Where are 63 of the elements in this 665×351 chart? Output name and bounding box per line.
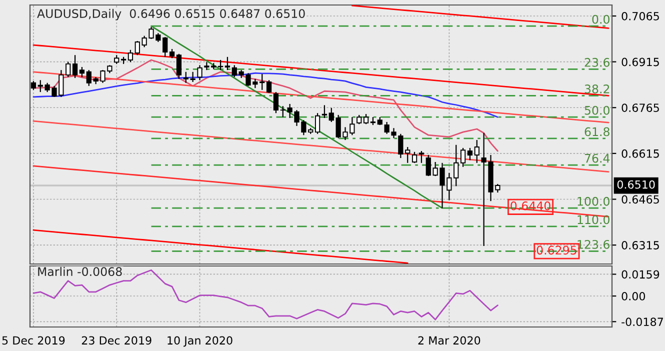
- y-tick-label: 0.6615: [622, 149, 659, 158]
- candlestick: [183, 71, 188, 84]
- candlestick: [260, 73, 265, 90]
- annotation: 38.2: [584, 84, 610, 94]
- y-tick-label: 0.6765: [622, 104, 659, 112]
- annotation: 0.6295: [536, 246, 576, 255]
- candlestick: [190, 71, 196, 83]
- y-tick-label: 0.6465: [622, 195, 659, 204]
- candlestick: [79, 66, 85, 78]
- y-tick-label: 0.6915: [622, 58, 659, 66]
- candlestick: [128, 49, 134, 63]
- candlestick: [405, 146, 410, 164]
- y-tick-label: 0.0159: [622, 270, 660, 279]
- annotation: 0.0: [592, 14, 610, 24]
- candlestick: [169, 48, 175, 59]
- candlestick: [412, 151, 418, 164]
- candlestick: [356, 114, 362, 125]
- candlestick: [328, 107, 334, 123]
- candlestick: [467, 147, 473, 161]
- annotation: 110.0: [578, 215, 610, 224]
- line-series: [150, 25, 443, 209]
- candlestick: [162, 36, 168, 58]
- candlestick: [176, 53, 182, 80]
- annotation: 100.0: [578, 196, 610, 206]
- candlestick: [266, 80, 272, 94]
- candlestick: [197, 64, 202, 81]
- candlestick: [224, 56, 230, 71]
- y-tick-label: 0.6315: [622, 241, 659, 250]
- candlestick: [66, 61, 71, 78]
- x-tick-label: 2 Mar 2020: [418, 336, 480, 345]
- candlestick: [454, 144, 459, 187]
- candlestick: [218, 59, 224, 71]
- candlestick: [363, 113, 369, 125]
- annotation: 23.6: [584, 58, 610, 67]
- annotation: 76.4: [584, 154, 610, 163]
- annotation: 123.6: [578, 240, 610, 249]
- candlestick: [322, 104, 328, 119]
- y-tick-label: -0.0187: [622, 318, 663, 326]
- candlestick: [134, 40, 140, 56]
- candlestick: [280, 106, 286, 118]
- candlestick: [460, 147, 466, 168]
- chart-title: Marlin -0.0068: [38, 266, 122, 276]
- line-series: [32, 120, 610, 172]
- candlestick: [314, 112, 320, 134]
- x-tick-label: 5 Dec 2019: [2, 336, 65, 345]
- candlestick: [418, 150, 424, 164]
- candlestick: [232, 64, 237, 78]
- y-tick-label: 0.00: [622, 292, 646, 300]
- ref-line-label: 0.6510: [617, 180, 655, 189]
- candlestick: [86, 70, 92, 86]
- candlestick: [474, 139, 480, 164]
- chart-title: AUDUSD,Daily 0.6496 0.6515 0.6487 0.6510: [37, 8, 305, 20]
- candlestick: [426, 154, 431, 177]
- line-series: [351, 5, 610, 29]
- annotation: 61.8: [584, 127, 610, 136]
- y-tick-label: 0.7065: [622, 12, 659, 20]
- candlestick: [72, 54, 78, 79]
- candlestick: [398, 133, 404, 159]
- x-tick-label: 23 Dec 2019: [82, 336, 152, 345]
- candlestick: [273, 91, 279, 114]
- annotation: 50.0: [584, 106, 610, 115]
- line-series: [32, 229, 408, 264]
- x-tick-label: 10 Jan 2020: [168, 336, 232, 347]
